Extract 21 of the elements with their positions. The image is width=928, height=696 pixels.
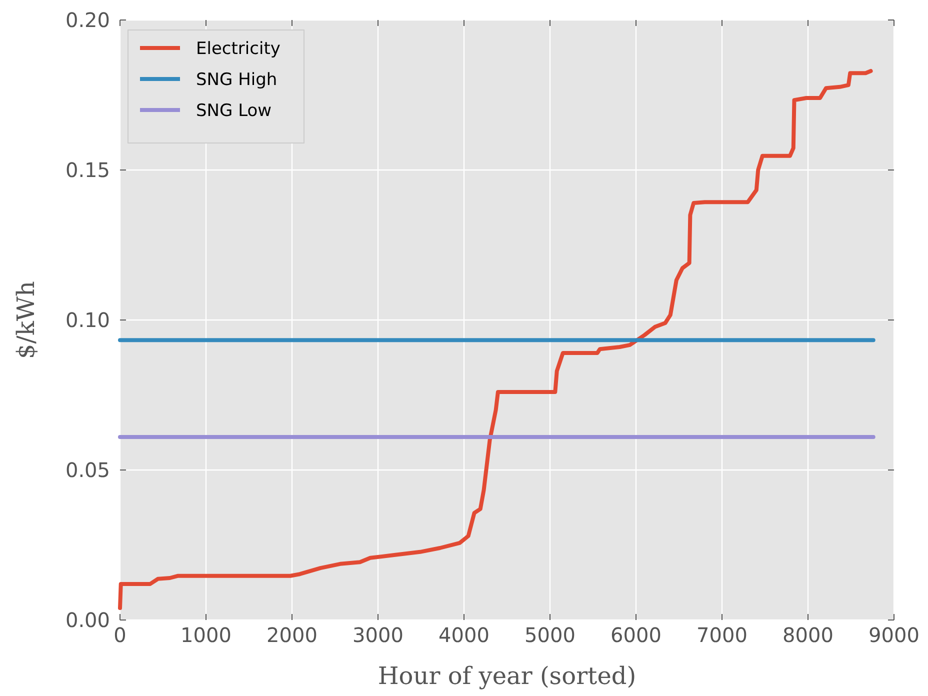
y-tick-label: 0.00 xyxy=(65,608,110,632)
y-tick-label: 0.05 xyxy=(65,458,110,482)
legend-label: SNG High xyxy=(196,70,278,90)
x-tick-label: 8000 xyxy=(782,623,834,647)
x-tick-label: 9000 xyxy=(868,623,920,647)
y-tick-label: 0.15 xyxy=(65,158,110,182)
x-axis-title: Hour of year (sorted) xyxy=(378,662,636,690)
x-tick-label: 5000 xyxy=(524,623,576,647)
x-tick-label: 1000 xyxy=(180,623,232,647)
x-tick-label: 3000 xyxy=(352,623,404,647)
y-tick-label: 0.10 xyxy=(65,308,110,332)
y-axis-title: $/kWh xyxy=(12,280,40,360)
y-tick-label: 0.20 xyxy=(65,8,110,32)
x-tick-label: 7000 xyxy=(696,623,748,647)
x-tick-label: 2000 xyxy=(266,623,318,647)
legend-label: Electricity xyxy=(196,38,280,59)
x-tick-label: 0 xyxy=(114,623,126,647)
x-tick-label: 4000 xyxy=(438,623,490,647)
line-series xyxy=(118,69,873,610)
legend-label: SNG Low xyxy=(196,100,272,121)
x-tick-label: 6000 xyxy=(610,623,662,647)
